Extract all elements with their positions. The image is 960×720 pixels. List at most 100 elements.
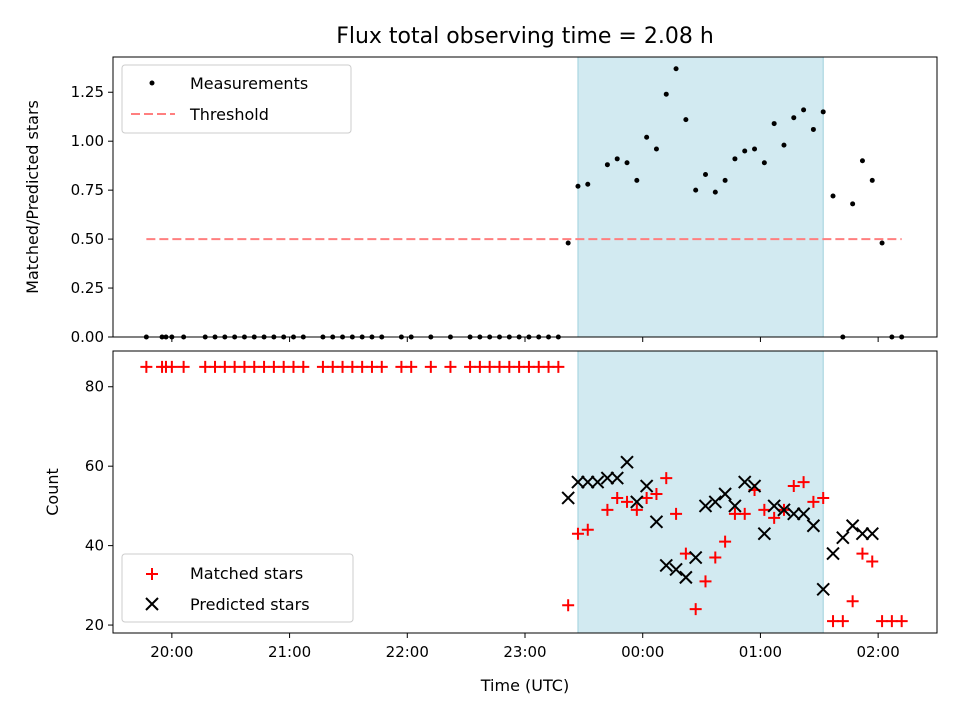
matched-stars-point	[797, 476, 810, 489]
matched-stars-point	[621, 495, 634, 508]
measurements-point	[702, 171, 708, 177]
predicted-stars-point	[669, 562, 683, 577]
measurements-point	[830, 193, 836, 199]
predicted-stars-point	[718, 487, 732, 501]
matched-stars-point	[601, 503, 614, 516]
predicted-stars-point	[708, 495, 723, 509]
matched-stars-point	[787, 480, 800, 493]
matched-stars-point	[807, 495, 820, 508]
matched-stars-point	[444, 360, 457, 373]
measurements-point	[781, 142, 787, 148]
predicted-stars-point	[620, 455, 634, 469]
measurements-point	[604, 162, 610, 168]
legend-marker-predicted-stars	[145, 597, 159, 611]
predicted-stars-point	[806, 519, 821, 533]
legend-label-threshold: Threshold	[189, 105, 269, 124]
matched-stars-point	[866, 555, 879, 568]
measurements-point	[653, 146, 659, 152]
measurements-point	[820, 109, 826, 115]
measurements-point	[712, 189, 718, 195]
matched-stars-point	[571, 527, 584, 540]
measurements-point	[810, 126, 816, 132]
measurements-point	[634, 177, 640, 183]
matched-stars-point	[405, 360, 418, 373]
legend-label-predicted-stars: Predicted stars	[190, 595, 310, 614]
y-tick-label: 0.75	[71, 181, 104, 199]
matched-stars-point	[699, 575, 712, 588]
legend-marker-measurements	[149, 80, 155, 86]
predicted-stars-point	[865, 526, 879, 541]
measurements-point	[771, 121, 777, 127]
predicted-stars-point	[649, 515, 664, 529]
top-shaded-span	[577, 57, 824, 337]
top-legend: Measurements Threshold	[121, 64, 352, 134]
measurements-point	[859, 158, 865, 164]
matched-stars-point	[177, 360, 190, 373]
measurements-point	[614, 156, 620, 162]
matched-stars-point	[895, 615, 908, 628]
predicted-stars-point	[836, 530, 850, 545]
predicted-stars-point	[600, 471, 615, 485]
y-tick-label: 0.00	[71, 328, 104, 346]
matched-stars-point	[581, 523, 594, 536]
predicted-stars-point	[787, 507, 801, 521]
predicted-stars-point	[777, 503, 791, 517]
measurements-point	[673, 66, 679, 72]
x-tick-label: 23:00	[503, 643, 546, 661]
y-tick-label: 0.25	[71, 279, 104, 297]
bottom-y-ticks: 20 40 60 80	[85, 378, 113, 634]
predicted-stars-point	[581, 475, 595, 489]
x-tick-label: 00:00	[621, 643, 664, 661]
predicted-stars-point	[639, 479, 654, 493]
top-legend-frame	[121, 64, 352, 134]
y-tick-label: 1.00	[71, 132, 104, 150]
legend-label-measurements: Measurements	[190, 74, 308, 93]
bottom-shaded-span	[577, 351, 824, 633]
measurements-point	[742, 148, 748, 154]
predicted-stars-point	[855, 526, 870, 541]
measurements-point	[575, 183, 581, 189]
matched-stars-point	[140, 360, 153, 373]
measurements-point	[585, 181, 591, 187]
y-tick-label: 20	[85, 616, 104, 634]
y-tick-label: 80	[85, 378, 104, 396]
legend-label-matched-stars: Matched stars	[190, 564, 303, 583]
matched-stars-point	[611, 491, 624, 504]
measurements-point	[801, 107, 807, 113]
predicted-stars-point	[796, 507, 811, 521]
measurements-point	[879, 240, 885, 246]
predicted-stars-point	[747, 479, 762, 493]
top-y-ticks: 0.00 0.25 0.50 0.75 1.00 1.25	[71, 83, 113, 346]
matched-stars-point	[689, 603, 702, 616]
x-axis-label: Time (UTC)	[480, 676, 569, 695]
matched-stars-point	[679, 547, 692, 560]
bottom-panel: 20 40 60 80 20:00 21:00 22:00 23:00 00:00 01:00 0…	[43, 350, 938, 695]
matched-stars-point	[562, 599, 575, 612]
bottom-legend-frame	[121, 553, 354, 623]
matched-stars-point	[836, 615, 849, 628]
measurements-point	[850, 201, 856, 207]
measurements-point	[693, 187, 699, 193]
x-tick-label: 02:00	[857, 643, 900, 661]
matched-stars-point	[650, 487, 663, 500]
matched-stars-point	[758, 503, 771, 516]
predicted-stars-point	[679, 570, 693, 585]
x-tick-label: 01:00	[739, 643, 782, 661]
chart-title: Flux total observing time = 2.08 h	[336, 24, 714, 49]
matched-stars-point	[165, 360, 178, 373]
matched-stars-point	[640, 491, 653, 504]
measurements-point	[869, 177, 875, 183]
bottom-y-axis-label: Count	[43, 468, 62, 516]
measurements-point	[663, 91, 669, 97]
measurements-point	[791, 115, 797, 121]
predicted-stars-point	[590, 475, 605, 489]
bottom-x-ticks: 20:00 21:00 22:00 23:00 00:00 01:00 02:00	[150, 633, 900, 661]
predicted-stars-point	[610, 471, 624, 485]
measurements-point	[761, 160, 767, 166]
matched-stars-point	[719, 535, 732, 548]
matched-stars-point	[738, 507, 751, 520]
matched-stars-point	[630, 503, 643, 516]
y-tick-label: 60	[85, 457, 104, 475]
top-panel: 0.00 0.25 0.50 0.75 1.00 1.25 Matched/Predict…	[23, 56, 938, 346]
predicted-stars-point	[757, 526, 772, 541]
